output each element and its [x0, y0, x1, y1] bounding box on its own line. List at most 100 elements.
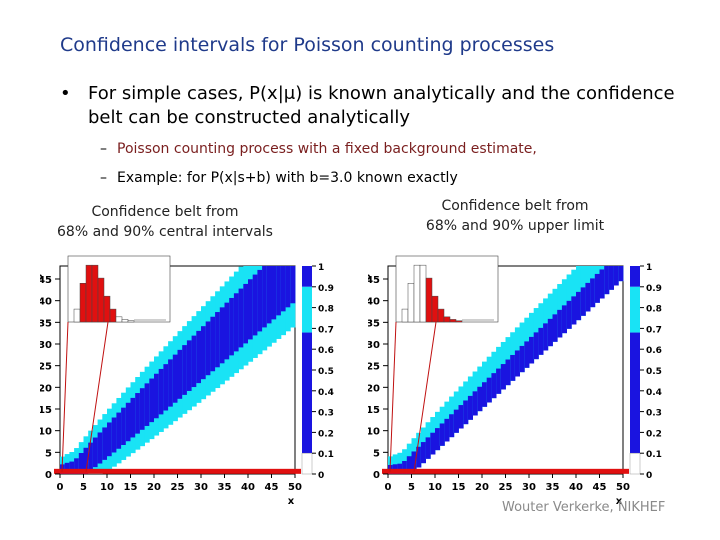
y-tick-label: 0 [373, 470, 380, 481]
y-tick-label: 5 [373, 448, 380, 459]
belt-cell-68 [111, 417, 117, 453]
z-tick-label: 1 [646, 263, 652, 273]
inset-bar [121, 319, 129, 323]
x-axis-label: x [616, 496, 623, 507]
belt-cell-68 [411, 451, 417, 472]
belt-cell-68 [130, 397, 136, 438]
inset-connector-right [85, 321, 109, 472]
belt-cell-68 [191, 335, 197, 388]
x-tick-label: 15 [452, 482, 466, 493]
belt-cell-68 [135, 393, 141, 434]
belt-cell-68 [566, 300, 572, 329]
inset-bar [91, 264, 99, 323]
caption-left-line2: 68% and 90% central intervals [57, 224, 273, 240]
belt-cell-68 [613, 266, 619, 286]
belt-cell-68 [519, 345, 525, 373]
belt-cell-68 [107, 422, 113, 457]
inset-bar [419, 264, 427, 323]
belt-cell-68 [580, 287, 586, 316]
z-tick-label: 0.4 [318, 388, 334, 398]
x-tick-label: 50 [288, 482, 302, 493]
x-tick-label: 0 [385, 482, 392, 493]
belt-cell-68 [477, 386, 483, 412]
x-tick-label: 0 [57, 482, 64, 493]
z-tick-label: 0.8 [646, 305, 662, 315]
belt-cell-68 [416, 446, 422, 468]
sub-item-1-text: Poisson counting process with a fixed ba… [117, 141, 537, 157]
caption-right-line1: Confidence belt from [441, 198, 589, 214]
z-tick-label: 0.9 [318, 284, 334, 294]
z-tick-label: 0.6 [318, 346, 334, 356]
belt-cell-68 [116, 412, 122, 449]
confidence-belt-upper-plot: 05101520253035404550x051015202530354045s… [368, 255, 662, 507]
y-tick-label: 30 [40, 340, 52, 351]
x-tick-label: 10 [428, 482, 442, 493]
y-tick-label: 45 [40, 275, 52, 286]
x-tick-label: 45 [593, 482, 607, 493]
belt-cell-68 [463, 400, 469, 425]
inset-connector-left [61, 321, 69, 472]
belt-cell-68 [543, 323, 549, 351]
inset-bar [449, 319, 457, 323]
belt-cell-68 [599, 269, 605, 299]
belt-cell-68 [482, 382, 488, 407]
belt-cell-68 [229, 297, 235, 356]
belt-cell-68 [510, 354, 516, 381]
y-tick-label: 40 [40, 297, 52, 308]
footer-credit: Wouter Verkerke, NIKHEF [502, 500, 666, 515]
belt-cell-68 [125, 402, 131, 442]
colorbar-segment-zero [301, 452, 313, 475]
caption-left-line1: Confidence belt from [91, 204, 239, 220]
inset-bar [115, 316, 123, 323]
belt-cell-68 [182, 345, 188, 395]
belt-cell-68 [64, 462, 70, 474]
belt-cell-68 [491, 373, 497, 399]
belt-cell-68 [576, 291, 582, 321]
belt-cell-68 [505, 359, 511, 386]
belt-cell-68 [205, 321, 211, 376]
y-tick-label: 20 [40, 383, 52, 394]
belt-cell-68 [163, 364, 169, 411]
bullet-text: For simple cases, P(x|μ) is known analyt… [88, 83, 675, 128]
caption-right-line2: 68% and 90% upper limit [425, 218, 605, 234]
sub-item-2: – Example: for P(x|s+b) with b=3.0 known … [100, 170, 458, 186]
y-tick-label: 5 [45, 448, 52, 459]
sub-item-2-text: Example: for P(x|s+b) with b=3.0 known e… [117, 170, 458, 186]
belt-cell-68 [406, 456, 412, 474]
inset-bar [73, 308, 81, 323]
belt-cell-68 [557, 309, 563, 338]
y-tick-label: 35 [368, 318, 380, 329]
slide-title: Confidence intervals for Poisson countin… [60, 34, 555, 56]
y-tick-label: 25 [40, 362, 52, 373]
inset-bar [407, 283, 415, 323]
x-tick-label: 20 [147, 482, 161, 493]
belt-cell-68 [121, 407, 127, 446]
inset-bar [79, 283, 87, 323]
belt-cell-68 [439, 423, 445, 446]
belt-cell-68 [186, 340, 192, 391]
belt-cell-68 [402, 461, 408, 474]
y-tick-label: 45 [368, 275, 380, 286]
belt-cell-68 [257, 269, 263, 332]
colorbar-segment-90 [630, 286, 640, 333]
sub-item-1: – Poisson counting process with a fixed b… [100, 141, 537, 157]
belt-cell-68 [571, 296, 577, 325]
belt-cell-68 [444, 418, 450, 442]
z-tick-label: 0.3 [646, 409, 662, 419]
belt-cell-68 [210, 316, 216, 372]
inset-bar [401, 308, 409, 323]
z-tick-label: 0.4 [646, 388, 662, 398]
belt-cell-68 [435, 428, 441, 451]
y-tick-label: 0 [45, 470, 52, 481]
belt-cell-68 [139, 388, 145, 430]
x-tick-label: 10 [100, 482, 114, 493]
x-tick-label: 35 [218, 482, 232, 493]
belt-cell-68 [538, 327, 544, 355]
belt-cell-68 [266, 266, 272, 324]
y-axis-label: s [368, 274, 373, 280]
z-tick-label: 0.8 [318, 305, 334, 315]
colorbar-segment-90 [302, 286, 312, 333]
z-tick-label: 0.6 [646, 346, 662, 356]
belt-cell-68 [547, 318, 553, 347]
belt-cell-68 [604, 266, 610, 295]
